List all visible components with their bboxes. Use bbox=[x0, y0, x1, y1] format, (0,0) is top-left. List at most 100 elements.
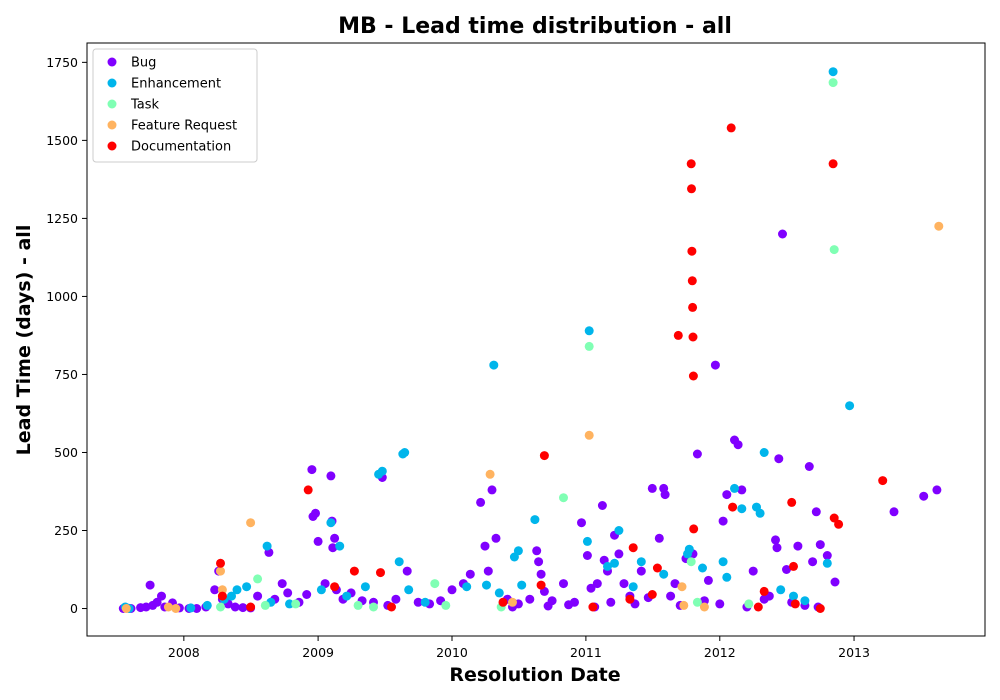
y-tick-label: 1250 bbox=[46, 211, 78, 226]
point-bug-86 bbox=[670, 579, 680, 589]
point-bug-109 bbox=[822, 551, 832, 560]
point-feature-request-10 bbox=[679, 600, 689, 610]
point-documentation-29 bbox=[787, 497, 797, 507]
legend-label: Bug bbox=[131, 56, 156, 71]
point-enhancement-6 bbox=[232, 585, 242, 595]
point-bug-103 bbox=[782, 565, 791, 574]
point-enhancement-17 bbox=[377, 466, 387, 476]
point-enhancement-23 bbox=[462, 582, 472, 592]
point-enhancement-21 bbox=[404, 585, 414, 595]
point-documentation-31 bbox=[790, 599, 800, 609]
point-bug-35 bbox=[326, 471, 336, 481]
point-documentation-19 bbox=[687, 246, 697, 256]
point-documentation-20 bbox=[687, 276, 697, 286]
point-bug-61 bbox=[525, 594, 535, 604]
point-bug-107 bbox=[811, 507, 821, 517]
y-tick-label: 1750 bbox=[46, 55, 78, 70]
point-enhancement-15 bbox=[360, 582, 370, 592]
point-enhancement-40 bbox=[684, 544, 694, 554]
point-task-14 bbox=[828, 78, 838, 88]
point-documentation-21 bbox=[688, 302, 698, 312]
point-bug-110 bbox=[830, 577, 840, 587]
point-enhancement-43 bbox=[722, 572, 732, 582]
point-bug-53 bbox=[465, 569, 475, 579]
point-enhancement-35 bbox=[614, 526, 624, 535]
point-documentation-25 bbox=[726, 123, 736, 133]
point-bug-46 bbox=[391, 594, 401, 604]
point-task-6 bbox=[430, 579, 440, 589]
points-layer bbox=[118, 67, 944, 613]
point-enhancement-8 bbox=[262, 541, 272, 551]
point-enhancement-26 bbox=[494, 588, 504, 598]
x-tick-label: 2009 bbox=[302, 645, 334, 660]
point-bug-54 bbox=[476, 497, 486, 507]
point-task-2 bbox=[260, 600, 270, 610]
point-bug-106 bbox=[808, 557, 818, 567]
point-enhancement-30 bbox=[530, 515, 540, 525]
legend-box bbox=[92, 48, 258, 163]
chart-title: MB - Lead time distribution - all bbox=[338, 14, 732, 39]
point-bug-23 bbox=[253, 591, 263, 601]
point-feature-request-8 bbox=[584, 430, 594, 440]
legend-marker bbox=[107, 78, 117, 88]
point-documentation-26 bbox=[728, 502, 738, 512]
point-documentation-12 bbox=[625, 594, 635, 604]
point-enhancement-45 bbox=[737, 504, 747, 514]
point-enhancement-22 bbox=[420, 597, 430, 607]
point-task-0 bbox=[216, 602, 225, 612]
point-enhancement-48 bbox=[759, 448, 769, 457]
point-bug-70 bbox=[582, 551, 592, 560]
point-feature-request-11 bbox=[699, 602, 709, 612]
point-feature-request-12 bbox=[934, 221, 944, 231]
legend-marker bbox=[107, 99, 117, 109]
point-feature-request-7 bbox=[508, 597, 517, 607]
point-enhancement-2 bbox=[186, 603, 196, 613]
point-bug-78 bbox=[619, 579, 629, 589]
point-task-4 bbox=[353, 600, 363, 610]
point-enhancement-53 bbox=[828, 67, 838, 77]
point-documentation-9 bbox=[536, 580, 546, 590]
legend-label: Task bbox=[130, 98, 160, 113]
point-bug-55 bbox=[480, 541, 490, 551]
point-bug-20 bbox=[230, 602, 240, 612]
legend-marker bbox=[107, 120, 117, 130]
point-task-13 bbox=[744, 599, 754, 609]
point-bug-51 bbox=[447, 585, 457, 595]
legend-marker bbox=[107, 57, 117, 67]
point-bug-38 bbox=[330, 533, 340, 543]
point-documentation-1 bbox=[217, 591, 227, 601]
point-enhancement-10 bbox=[285, 599, 294, 609]
point-documentation-5 bbox=[349, 566, 359, 576]
point-task-9 bbox=[559, 493, 568, 503]
point-documentation-0 bbox=[216, 558, 225, 568]
y-tick-label: 750 bbox=[54, 367, 78, 382]
point-documentation-22 bbox=[688, 332, 698, 342]
point-enhancement-42 bbox=[718, 557, 728, 567]
point-task-15 bbox=[829, 245, 839, 255]
point-bug-96 bbox=[737, 485, 747, 495]
point-bug-48 bbox=[413, 597, 423, 607]
point-enhancement-38 bbox=[659, 569, 669, 579]
point-bug-89 bbox=[692, 449, 702, 459]
y-tick-label: 250 bbox=[54, 523, 78, 538]
point-documentation-2 bbox=[246, 602, 256, 612]
point-bug-57 bbox=[487, 485, 497, 495]
point-bug-32 bbox=[311, 508, 320, 518]
x-tick-label: 2008 bbox=[168, 645, 200, 660]
x-tick-label: 2010 bbox=[436, 645, 468, 660]
point-enhancement-52 bbox=[822, 558, 832, 568]
point-documentation-8 bbox=[498, 597, 508, 607]
point-bug-62 bbox=[532, 546, 542, 556]
point-bug-112 bbox=[919, 491, 929, 501]
point-task-3 bbox=[291, 599, 301, 609]
legend: Bug Enhancement Task Feature Request Documen… bbox=[92, 48, 258, 163]
x-axis-label: Resolution Date bbox=[449, 664, 620, 686]
point-bug-29 bbox=[302, 590, 312, 599]
point-enhancement-3 bbox=[202, 600, 212, 610]
point-enhancement-11 bbox=[316, 585, 326, 595]
point-task-10 bbox=[584, 341, 594, 351]
point-bug-113 bbox=[932, 485, 942, 495]
point-documentation-17 bbox=[686, 159, 696, 169]
point-bug-108 bbox=[815, 540, 825, 550]
point-bug-27 bbox=[283, 588, 293, 598]
